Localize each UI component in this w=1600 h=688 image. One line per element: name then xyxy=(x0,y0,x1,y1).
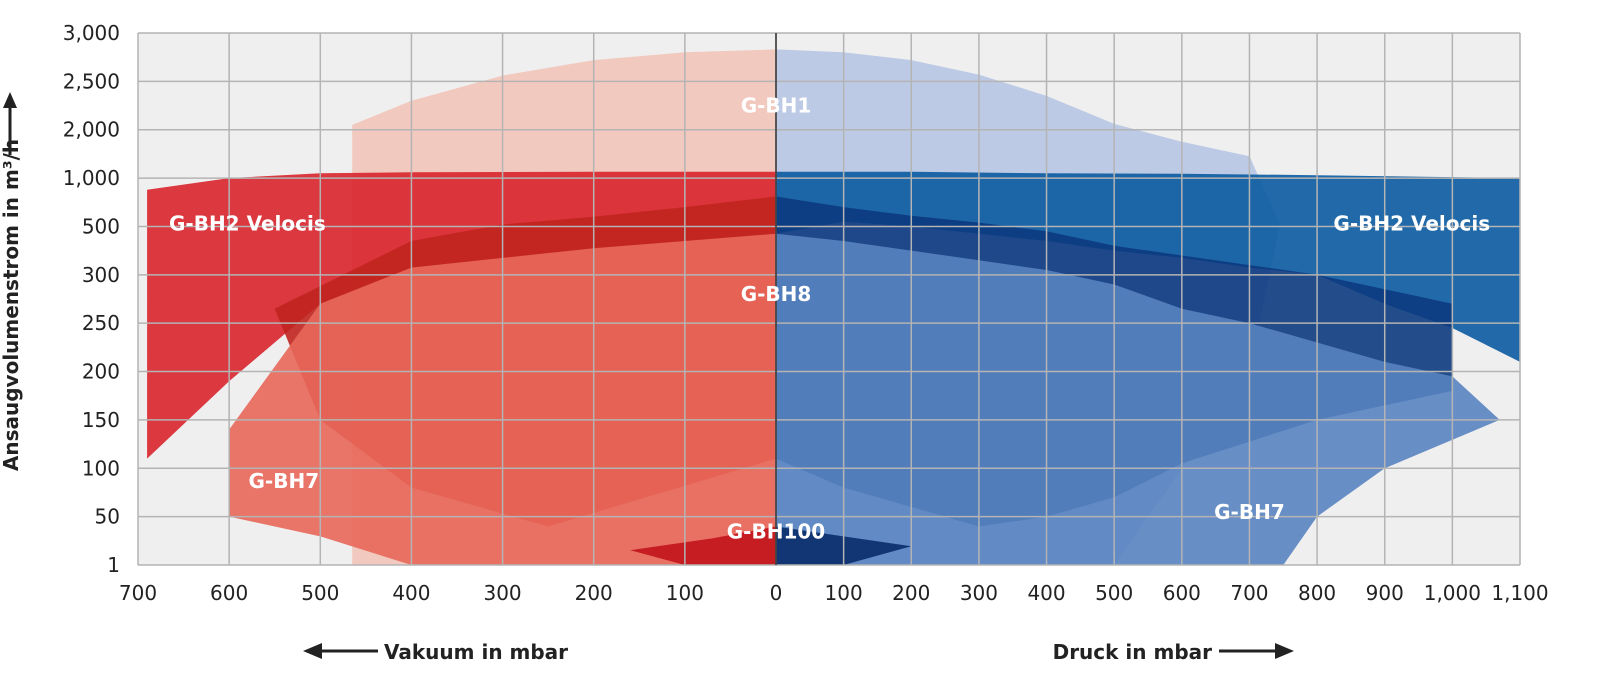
x-tick-label-vacuum: 0 xyxy=(770,581,783,605)
series-label: G-BH1 xyxy=(741,94,812,118)
x-tick-label-pressure: 700 xyxy=(1230,581,1268,605)
series-label: G-BH2 Velocis xyxy=(169,212,326,236)
x-tick-label-vacuum: 600 xyxy=(210,581,248,605)
x-tick-label-vacuum: 400 xyxy=(392,581,430,605)
x-tick-label-pressure: 300 xyxy=(960,581,998,605)
y-axis-arrow-head xyxy=(3,92,17,108)
y-axis-title: Ansaugvolumenstrom in m³/h xyxy=(0,139,23,471)
pressure-arrow-head xyxy=(1275,643,1294,659)
x-tick-label-pressure: 400 xyxy=(1027,581,1065,605)
series-label: G-BH7 xyxy=(249,469,320,493)
x-tick-label-pressure: 600 xyxy=(1163,581,1201,605)
y-tick-label: 2,500 xyxy=(63,69,120,93)
y-tick-label: 1 xyxy=(107,553,120,577)
y-tick-label: 1,000 xyxy=(63,166,120,190)
y-tick-label: 150 xyxy=(82,408,120,432)
y-tick-label: 250 xyxy=(82,311,120,335)
y-tick-label: 2,000 xyxy=(63,118,120,142)
y-tick-label: 300 xyxy=(82,263,120,287)
area-g-bh7-pressure xyxy=(776,233,1500,565)
series-label: G-BH8 xyxy=(741,282,812,306)
x-tick-label-pressure: 1,000 xyxy=(1424,581,1481,605)
grid-lines xyxy=(137,32,1521,566)
x-tick-label-vacuum: 200 xyxy=(575,581,613,605)
vacuum-axis-title: Vakuum in mbar xyxy=(384,640,568,664)
y-tick-label: 50 xyxy=(95,505,120,529)
y-tick-label: 500 xyxy=(82,214,120,238)
series-label: G-BH2 Velocis xyxy=(1333,212,1490,236)
x-tick-labels: 700 600 500 400 300 200 100 0 100 200 300 400 500 600… xyxy=(119,581,1549,605)
x-tick-label-vacuum: 500 xyxy=(301,581,339,605)
x-tick-label-pressure: 500 xyxy=(1095,581,1133,605)
x-tick-label-vacuum: 300 xyxy=(483,581,521,605)
x-tick-label-vacuum: 100 xyxy=(666,581,704,605)
vacuum-arrow-head xyxy=(303,643,322,659)
area-g-bh100-vacuum xyxy=(630,526,776,565)
series-label: G-BH100 xyxy=(727,519,825,543)
pressure-axis-title: Druck in mbar xyxy=(1053,640,1213,664)
x-tick-label-pressure: 900 xyxy=(1366,581,1404,605)
x-tick-label-pressure: 100 xyxy=(825,581,863,605)
y-tick-labels: 1501001502002503005001,0002,0002,5003,00… xyxy=(63,21,120,577)
series-label: G-BH7 xyxy=(1214,500,1285,524)
y-tick-label: 200 xyxy=(82,360,120,384)
x-tick-label-vacuum: 700 xyxy=(119,581,157,605)
y-tick-label: 100 xyxy=(82,456,120,480)
x-tick-label-pressure: 800 xyxy=(1298,581,1336,605)
area-g-bh2-velocis-pressure xyxy=(776,171,1520,362)
y-tick-label: 3,000 xyxy=(63,21,120,45)
x-tick-label-pressure: 200 xyxy=(892,581,930,605)
x-tick-label-pressure: 1,100 xyxy=(1491,581,1548,605)
series-labels: G-BH1 G-BH2 Velocis G-BH2 Velocis G-BH8 G-BH… xyxy=(169,94,1490,544)
